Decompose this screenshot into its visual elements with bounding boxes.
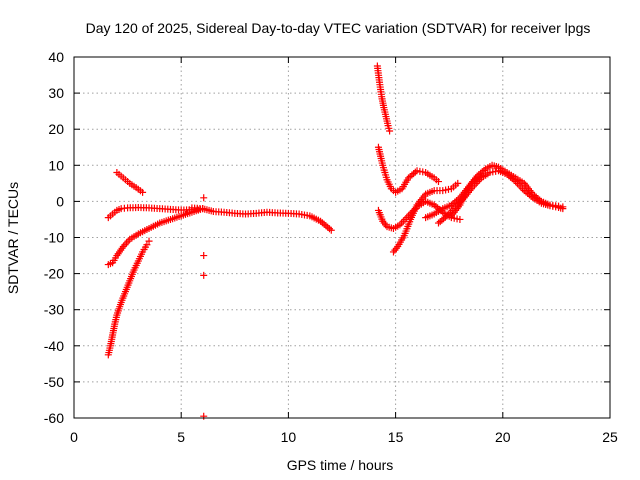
x-axis-label: GPS time / hours — [287, 457, 394, 473]
data-point — [477, 172, 485, 180]
grid — [74, 57, 610, 418]
data-point — [200, 194, 208, 202]
data-point — [454, 179, 462, 187]
plot-frame — [73, 56, 611, 419]
data-point — [411, 168, 419, 176]
series-track-f — [374, 143, 442, 196]
data-point — [123, 239, 131, 247]
y-tick-label: 30 — [48, 85, 64, 101]
x-tick-label: 25 — [602, 429, 618, 445]
y-tick-label: -50 — [44, 374, 64, 390]
y-tick-label: 20 — [48, 121, 64, 137]
x-tick-label: 10 — [281, 429, 297, 445]
series-track-b — [104, 205, 207, 269]
data-point — [200, 252, 208, 260]
y-axis-label: SDTVAR / TECUs — [5, 182, 21, 294]
series-track-a-upper — [113, 169, 147, 196]
tick-labels: 0 5 10 15 20 25 -60 -50 -40 -30 -20 -10 0 10 20 30 40 — [44, 49, 618, 445]
y-tick-label: -60 — [44, 410, 64, 426]
data-point — [200, 412, 208, 420]
data-point — [527, 192, 535, 200]
y-tick-label: 10 — [48, 157, 64, 173]
data-point — [441, 213, 449, 221]
y-tick-label: -10 — [44, 230, 64, 246]
chart-title: Day 120 of 2025, Sidereal Day-to-day VTE… — [86, 20, 591, 36]
series-track-g — [374, 197, 464, 232]
x-tick-label: 5 — [177, 429, 185, 445]
data-point — [139, 188, 147, 196]
data-point — [559, 205, 567, 213]
y-tick-label: -20 — [44, 266, 64, 282]
data-point — [434, 178, 442, 186]
data-point — [456, 215, 464, 223]
data-point — [510, 176, 518, 184]
series-track-c — [104, 237, 153, 359]
y-tick-label: -30 — [44, 302, 64, 318]
data-points — [104, 62, 567, 420]
data-point — [519, 185, 527, 193]
data-point — [200, 271, 208, 279]
data-point — [517, 183, 525, 191]
data-point — [327, 226, 335, 234]
x-tick-label: 20 — [495, 429, 511, 445]
series-track-k — [447, 172, 485, 220]
x-tick-label: 15 — [388, 429, 404, 445]
series-track-e-steep — [373, 62, 394, 135]
series-track-h — [389, 179, 462, 256]
data-point — [124, 237, 132, 245]
data-point — [145, 237, 153, 245]
data-point — [480, 166, 488, 174]
y-tick-label: 40 — [48, 49, 64, 65]
series-track-d — [188, 204, 335, 234]
data-point — [386, 127, 394, 135]
data-point — [143, 241, 151, 249]
y-tick-label: -40 — [44, 338, 64, 354]
series-isolated-points — [200, 194, 208, 420]
y-tick-label: 0 — [56, 193, 64, 209]
x-tick-label: 0 — [70, 429, 78, 445]
